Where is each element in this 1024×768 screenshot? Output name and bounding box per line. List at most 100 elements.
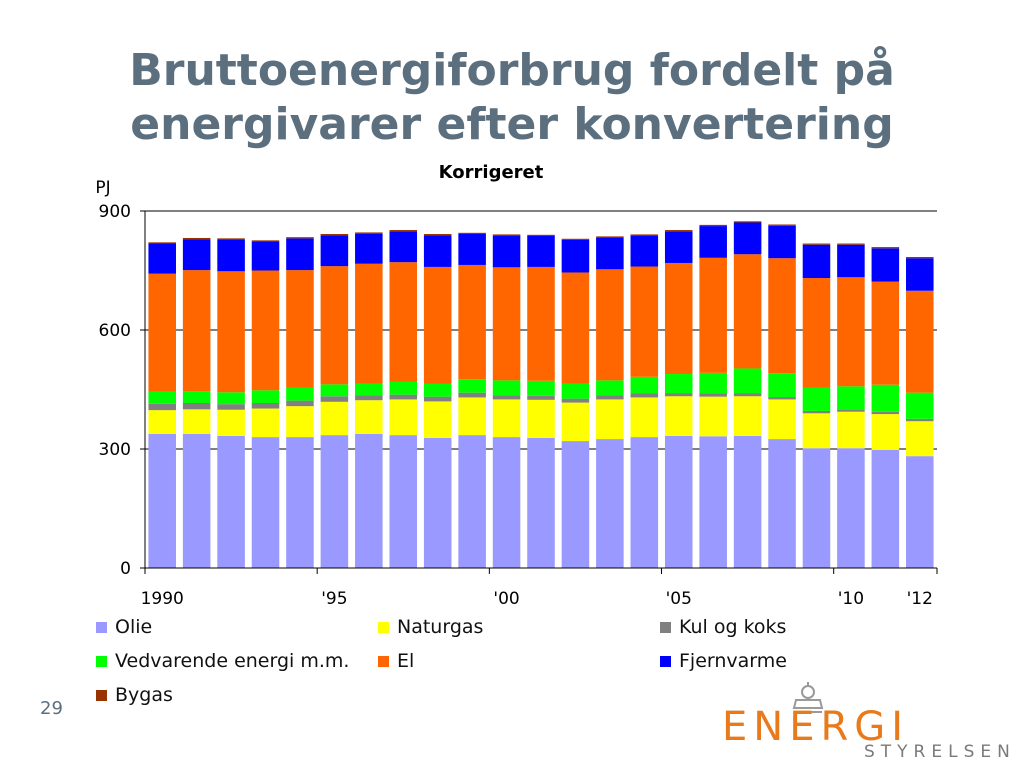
bar-segment xyxy=(699,224,727,227)
bar-segment xyxy=(561,441,590,568)
bar-segment xyxy=(664,396,693,436)
bar-segment xyxy=(492,235,521,268)
bar-segment xyxy=(320,234,349,236)
bar-segment xyxy=(458,392,486,398)
bar-segment xyxy=(906,418,934,422)
bar-segment xyxy=(251,390,280,403)
bar-segment xyxy=(802,278,831,388)
x-tick-label: '12 xyxy=(907,589,933,609)
bar-segment xyxy=(768,224,796,226)
bar-segment xyxy=(458,234,486,265)
y-tick-label: 900 xyxy=(99,202,131,222)
energistyrelsen-logo: ENERGI STYRELSEN xyxy=(722,680,1012,765)
bar-segment xyxy=(217,435,245,568)
bar-segment xyxy=(320,235,349,267)
bar-segment xyxy=(148,391,176,404)
bar-segment xyxy=(871,414,900,450)
bar-segment xyxy=(596,439,624,568)
bar-segment xyxy=(871,248,900,282)
bar-segment xyxy=(527,234,555,236)
bar-segment xyxy=(320,384,349,397)
bar-segment xyxy=(699,257,727,373)
bar-segment xyxy=(596,236,624,238)
bar-segment xyxy=(630,376,659,394)
bar-segment xyxy=(355,383,383,396)
bar-segment xyxy=(768,397,796,400)
bar-segment xyxy=(423,396,452,402)
legend-swatch xyxy=(378,621,389,633)
bar-segment xyxy=(664,393,693,397)
axes: 0 300 600 900 1990 '95 '00 '05 '10 '12 xyxy=(99,202,938,609)
bar-segment xyxy=(182,391,211,403)
page-number: 29 xyxy=(40,698,63,719)
bar-segment xyxy=(733,222,762,255)
bar-segment xyxy=(286,387,314,401)
bar-segment xyxy=(389,435,418,568)
bar-segment xyxy=(182,402,211,410)
bar-segment xyxy=(286,437,314,568)
slide-title-line1: Bruttoenergiforbrug fordelt på xyxy=(129,45,895,96)
bar-segment xyxy=(355,400,383,434)
bar-segment xyxy=(320,401,349,436)
bar-segment xyxy=(148,242,176,244)
bar-segment xyxy=(561,238,590,240)
bar-segment xyxy=(389,230,418,232)
bar-segment xyxy=(355,395,383,401)
slide-title-line2: energivarer efter konvertering xyxy=(130,99,894,150)
bar-segment xyxy=(664,262,693,375)
bar-segment xyxy=(389,394,418,400)
bar-segment xyxy=(664,231,693,263)
legend-label: Kul og koks xyxy=(679,616,787,638)
bar-segment xyxy=(182,409,211,434)
legend-item: Bygas xyxy=(96,684,173,706)
legend-item: Fjernvarme xyxy=(660,650,787,672)
bar-segment xyxy=(906,257,934,259)
bar-segment xyxy=(561,272,590,384)
x-tick-label: '00 xyxy=(493,589,519,609)
legend-label: Bygas xyxy=(115,684,173,706)
y-axis-unit-label: PJ xyxy=(95,178,110,198)
legend-item: Vedvarende energi m.m. xyxy=(96,650,349,672)
bar-segment xyxy=(423,235,452,267)
bar-segment xyxy=(458,435,486,568)
bar-segment xyxy=(837,448,865,568)
bar-segment xyxy=(148,273,176,392)
x-tick-label: 1990 xyxy=(141,589,184,609)
bar-segment xyxy=(871,247,900,249)
bar-segment xyxy=(596,395,624,400)
bar-segment xyxy=(217,239,245,272)
x-tick-label: '10 xyxy=(838,589,864,609)
bar-segment xyxy=(148,410,176,434)
bar-segment xyxy=(423,266,452,384)
bar-segment xyxy=(492,267,521,381)
bar-segment xyxy=(733,435,762,568)
bar-segment xyxy=(286,237,314,239)
chart-title: Korrigeret xyxy=(439,162,544,183)
bar-segment xyxy=(148,243,176,274)
bar-segment xyxy=(768,399,796,440)
bar-segment xyxy=(906,456,934,568)
bar-segment xyxy=(630,266,659,377)
bar-segment xyxy=(217,271,245,393)
bar-segment xyxy=(906,392,934,419)
bar-segment xyxy=(251,402,280,409)
bar-segment xyxy=(423,234,452,236)
bar-segment xyxy=(871,411,900,415)
legend-item: Olie xyxy=(96,616,152,638)
bar-segment xyxy=(389,262,418,382)
bar-segment xyxy=(217,238,245,240)
bar-segment xyxy=(389,231,418,263)
bar-segment xyxy=(802,244,831,279)
bar-segment xyxy=(355,232,383,234)
bar-segment xyxy=(733,254,762,369)
bar-segment xyxy=(733,368,762,394)
bar-segment xyxy=(182,270,211,392)
bar-segment xyxy=(458,397,486,436)
bar-segment xyxy=(561,383,590,399)
bar-segment xyxy=(768,373,796,398)
bar-segment xyxy=(527,266,555,381)
bar-segment xyxy=(527,399,555,438)
x-tick-label: '95 xyxy=(321,589,347,609)
legend-label: El xyxy=(397,650,415,672)
